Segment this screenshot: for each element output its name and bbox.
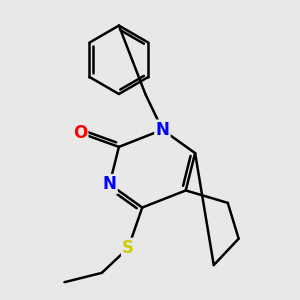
Text: N: N <box>155 121 170 139</box>
Text: N: N <box>103 175 116 193</box>
Text: O: O <box>73 124 87 142</box>
Text: S: S <box>122 239 134 257</box>
